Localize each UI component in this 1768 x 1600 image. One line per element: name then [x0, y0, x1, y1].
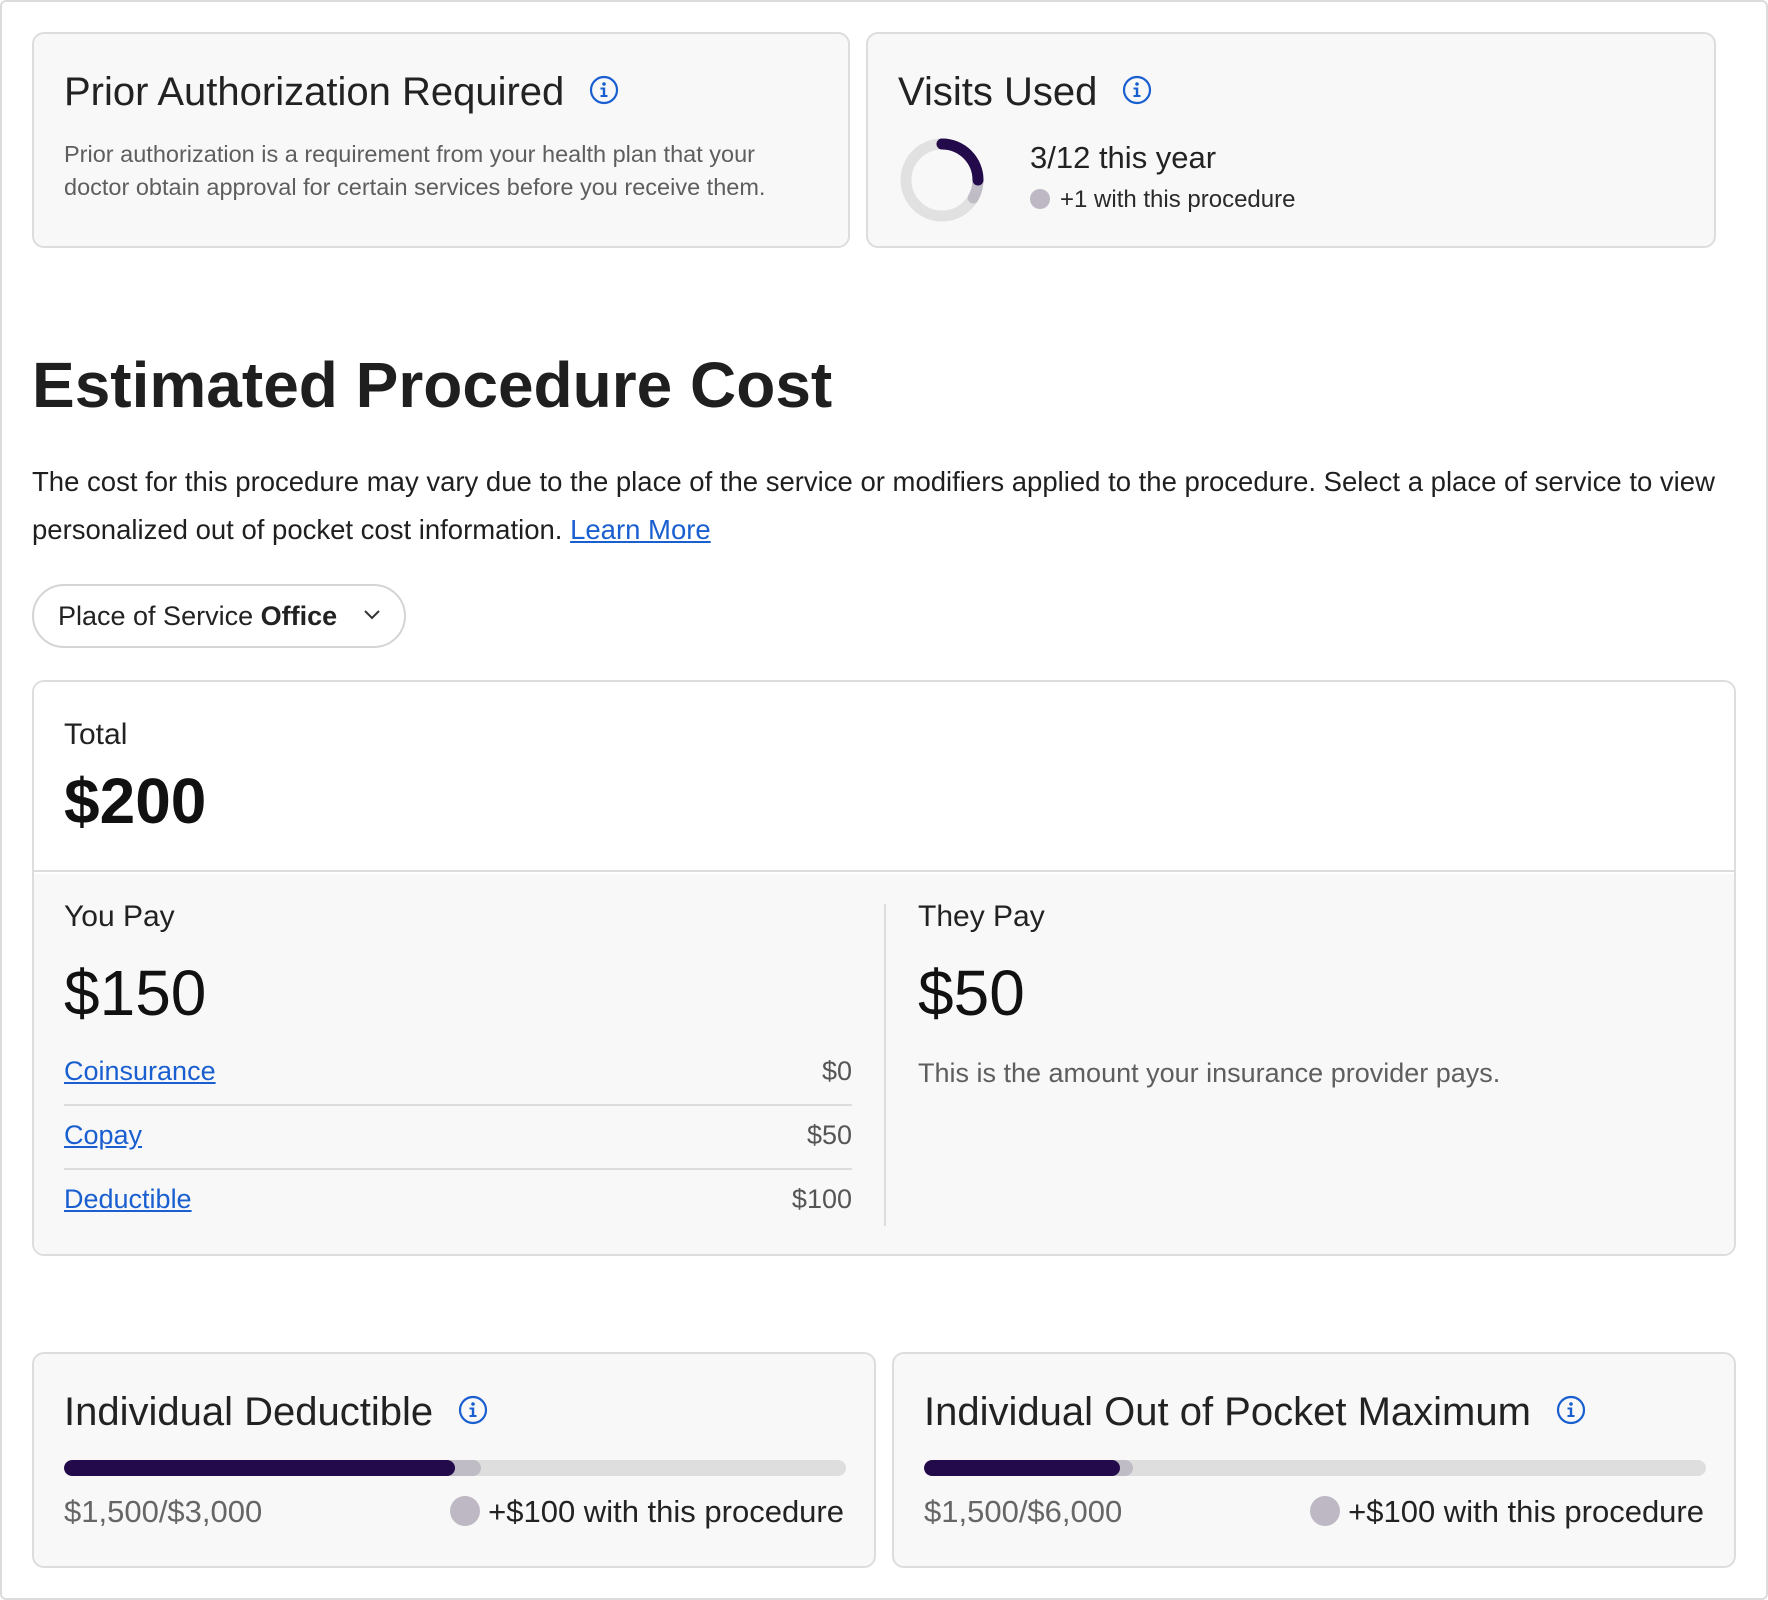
deductible-projected-text: +$100 with this procedure [488, 1494, 844, 1529]
oop-projected: +$100 with this procedure [1310, 1494, 1704, 1530]
info-icon[interactable] [1122, 75, 1152, 105]
out-of-pocket-max-card: Individual Out of Pocket Maximum $1,500/… [892, 1352, 1736, 1568]
individual-deductible-card: Individual Deductible $1,500/$3,000 +$10… [32, 1352, 876, 1568]
copay-link[interactable]: Copay [64, 1120, 143, 1150]
info-icon[interactable] [458, 1395, 488, 1425]
deductible-amount: $100 [791, 1184, 852, 1214]
you-pay-label: You Pay [64, 900, 175, 933]
breakdown-row-coinsurance: Coinsurance $0 [64, 1042, 852, 1106]
oop-progress-bar [924, 1460, 1706, 1476]
oop-amount: $1,500/$6,000 [924, 1494, 1123, 1529]
you-pay-value: $150 [64, 957, 207, 1029]
oop-title-row: Individual Out of Pocket Maximum [924, 1390, 1586, 1435]
page-title: Estimated Procedure Cost [32, 349, 833, 421]
oop-title: Individual Out of Pocket Maximum [924, 1390, 1531, 1434]
visits-used-title: Visits Used [898, 70, 1098, 114]
deductible-progress-bar [64, 1460, 846, 1476]
prior-authorization-title-row: Prior Authorization Required [64, 70, 619, 115]
coinsurance-amount: $0 [821, 1056, 852, 1086]
oop-projected-text: +$100 with this procedure [1348, 1494, 1704, 1529]
prior-authorization-title: Prior Authorization Required [64, 70, 565, 114]
oop-used-fill [924, 1460, 1120, 1476]
total-value: $200 [64, 765, 207, 837]
deductible-title: Individual Deductible [64, 1390, 434, 1434]
they-pay-value: $50 [918, 957, 1025, 1029]
info-icon[interactable] [1556, 1395, 1586, 1425]
coinsurance-link[interactable]: Coinsurance [64, 1056, 216, 1086]
place-of-service-value: Office [260, 601, 338, 631]
visits-projected-text: +1 with this procedure [1060, 186, 1296, 213]
deductible-amount: $1,500/$3,000 [64, 1494, 263, 1529]
they-pay-description: This is the amount your insurance provid… [918, 1058, 1501, 1088]
visits-used-title-row: Visits Used [898, 70, 1152, 115]
projected-dot [1030, 188, 1050, 209]
visits-used-arc [936, 138, 984, 186]
projected-dot [1310, 1495, 1341, 1526]
prior-authorization-description: Prior authorization is a requirement fro… [64, 141, 766, 200]
section-description-text: The cost for this procedure may vary due… [32, 466, 1715, 545]
deductible-link[interactable]: Deductible [64, 1184, 192, 1214]
visits-count: 3/12 this year [1030, 140, 1217, 175]
projected-dot [450, 1495, 481, 1526]
copay-amount: $50 [806, 1120, 852, 1150]
they-pay-label: They Pay [918, 900, 1045, 933]
place-of-service-select[interactable]: Place of Service Office [32, 584, 406, 648]
learn-more-link[interactable]: Learn More [570, 514, 711, 545]
breakdown-row-deductible: Deductible $100 [64, 1170, 852, 1234]
breakdown-row-copay: Copay $50 [64, 1106, 852, 1170]
visits-used-card: Visits Used 3/12 this year +1 with this … [866, 32, 1716, 248]
deductible-title-row: Individual Deductible [64, 1390, 488, 1435]
place-of-service-label: Place of Service [58, 601, 254, 631]
visits-projected: +1 with this procedure [1030, 186, 1295, 214]
procedure-cost-card: Total $200 You Pay $150 Coinsurance $0 C… [32, 680, 1736, 1256]
total-section: Total $200 [34, 682, 1734, 872]
column-divider [884, 904, 886, 1226]
total-label: Total [64, 718, 128, 751]
deductible-used-fill [64, 1460, 455, 1476]
deductible-projected: +$100 with this procedure [450, 1494, 844, 1530]
section-description: The cost for this procedure may vary due… [32, 458, 1732, 554]
chevron-down-icon [364, 610, 380, 620]
info-icon[interactable] [589, 75, 619, 105]
prior-authorization-card: Prior Authorization Required Prior autho… [32, 32, 850, 248]
visits-donut-chart [900, 138, 984, 222]
